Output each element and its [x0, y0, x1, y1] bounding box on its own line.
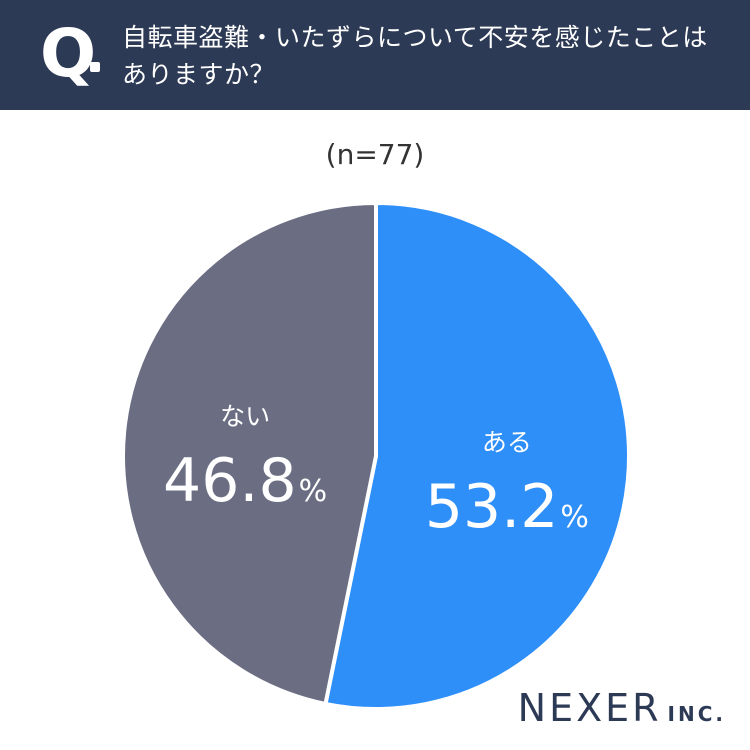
slice-value-0: 53.2%: [425, 472, 589, 542]
q-dot: [90, 62, 100, 72]
slice-label-0: ある: [482, 428, 532, 457]
question-text: 自転車盗難・いたずらについて不安を感じたことはありますか？: [122, 23, 708, 89]
pie-slice-1: [121, 200, 378, 707]
logo-main: NEXER: [517, 686, 662, 730]
pie-slice-0: [323, 200, 631, 711]
header-bar: Q 自転車盗難・いたずらについて不安を感じたことはありますか？: [0, 0, 750, 110]
nexer-logo: NEXER INC.: [518, 686, 726, 730]
logo-sub: INC.: [667, 702, 726, 726]
slice-label-1: ない: [220, 402, 270, 431]
slice-value-1: 46.8%: [163, 446, 327, 516]
q-mark: Q: [40, 15, 97, 92]
sample-size-label: (n=77): [325, 138, 425, 171]
